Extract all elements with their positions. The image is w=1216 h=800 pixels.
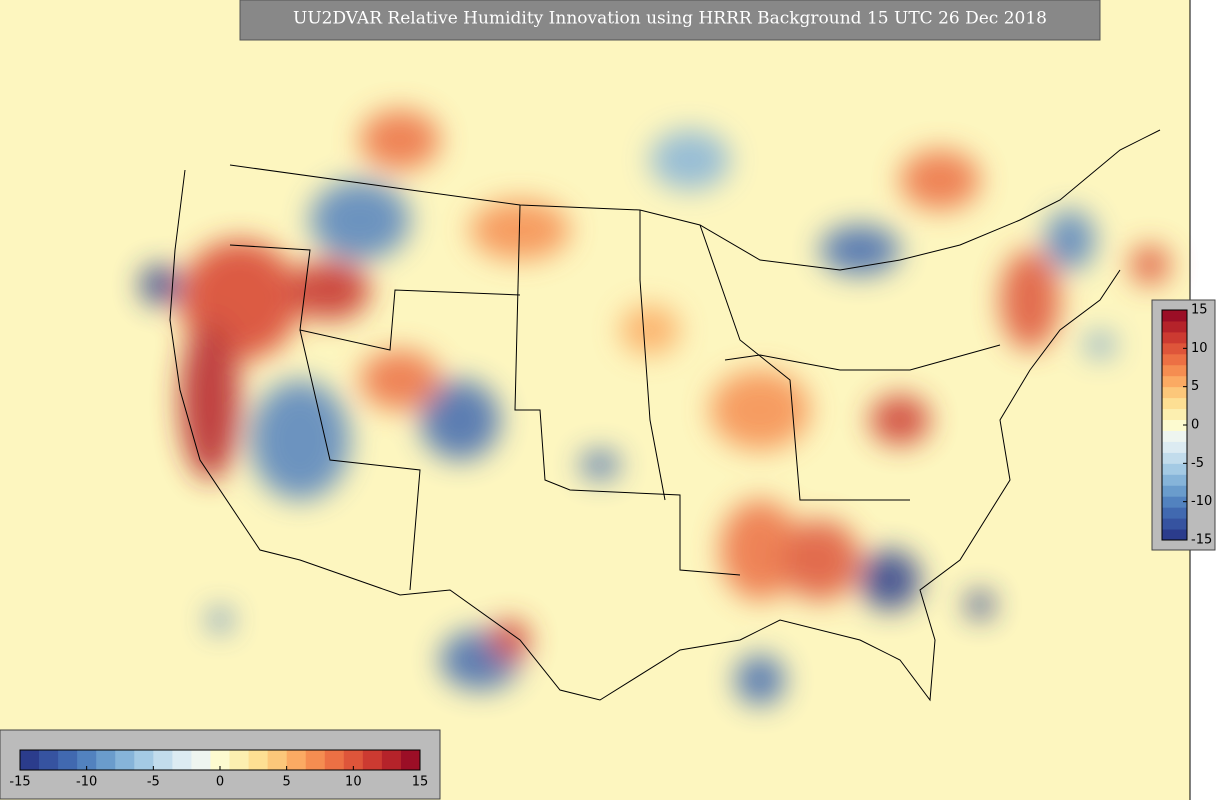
innovation-field (140, 110, 1170, 705)
colorbar-segment (381, 750, 402, 770)
colorbar-segment (1162, 529, 1187, 541)
colorbar-tick-label: 10 (1191, 341, 1208, 356)
colorbar-tick-label: 10 (345, 775, 362, 790)
colorbar-segment (96, 750, 116, 770)
colorbar-tick-label: 15 (412, 775, 429, 790)
colorbar-tick-label: -5 (147, 775, 160, 790)
colorbar-segment (77, 750, 97, 770)
colorbar-segment (1162, 452, 1187, 464)
colorbar-tick-label: -15 (9, 775, 30, 790)
colorbar-tick-label: -10 (76, 775, 97, 790)
colorbar-segment (1162, 430, 1187, 442)
colorbar-segment (172, 750, 192, 770)
colorbar-segment (1162, 310, 1187, 322)
colorbar-segment (39, 750, 59, 770)
colorbar-segment (1162, 375, 1187, 388)
colorbar-segment (229, 750, 250, 770)
colorbar-segment (115, 750, 135, 770)
colorbar-segment (267, 750, 288, 770)
colorbar-segment (1162, 364, 1187, 377)
colorbar-segment (1162, 507, 1187, 519)
colorbar-tick-label: 0 (1191, 418, 1199, 433)
title-box (239, 0, 1101, 41)
colorbar-segment (1162, 342, 1187, 355)
map-title: UU2DVAR Relative Humidity Innovation usi… (293, 9, 1047, 29)
colorbar-segment (1162, 441, 1187, 453)
colorbar-tick-label: 5 (283, 775, 291, 790)
colorbar-tick-label: -10 (1191, 494, 1212, 509)
colorbar-segment (1162, 331, 1187, 344)
colorbar-segment (210, 750, 231, 770)
colorbar-segment (191, 750, 211, 770)
colorbar-segment (1162, 485, 1187, 497)
colorbar-tick-label: 0 (216, 775, 224, 790)
colorbar-segment (153, 750, 173, 770)
colorbar-segment (305, 750, 326, 770)
colorbar-tick-label: 15 (1191, 303, 1208, 318)
colorbar-segment (20, 750, 40, 770)
colorbar-segment (343, 750, 364, 770)
colorbar-segment (248, 750, 269, 770)
colorbar-segment (1162, 518, 1187, 530)
colorbar-segment (1162, 419, 1187, 431)
colorbar-tick-label: -15 (1191, 533, 1212, 548)
colorbar-segment (1162, 496, 1187, 508)
colorbar-segment (1162, 386, 1187, 399)
colorbar-segment (1162, 320, 1187, 333)
colorbar-segment (286, 750, 307, 770)
colorbar-tick-label: 5 (1191, 379, 1199, 394)
colorbar-segment (324, 750, 345, 770)
colorbar-segment (1162, 408, 1187, 421)
colorbar-segment (134, 750, 154, 770)
colorbar-segment (1162, 353, 1187, 366)
colorbar-segment (1162, 397, 1187, 410)
colorbar-tick-label: -5 (1191, 456, 1204, 471)
colorbar-segment (1162, 474, 1187, 486)
colorbar-segment (1162, 463, 1187, 475)
colorbar-segment (400, 750, 421, 770)
colorbar-segment (58, 750, 78, 770)
boundaries (169, 129, 1161, 702)
colorbar-segment (362, 750, 383, 770)
